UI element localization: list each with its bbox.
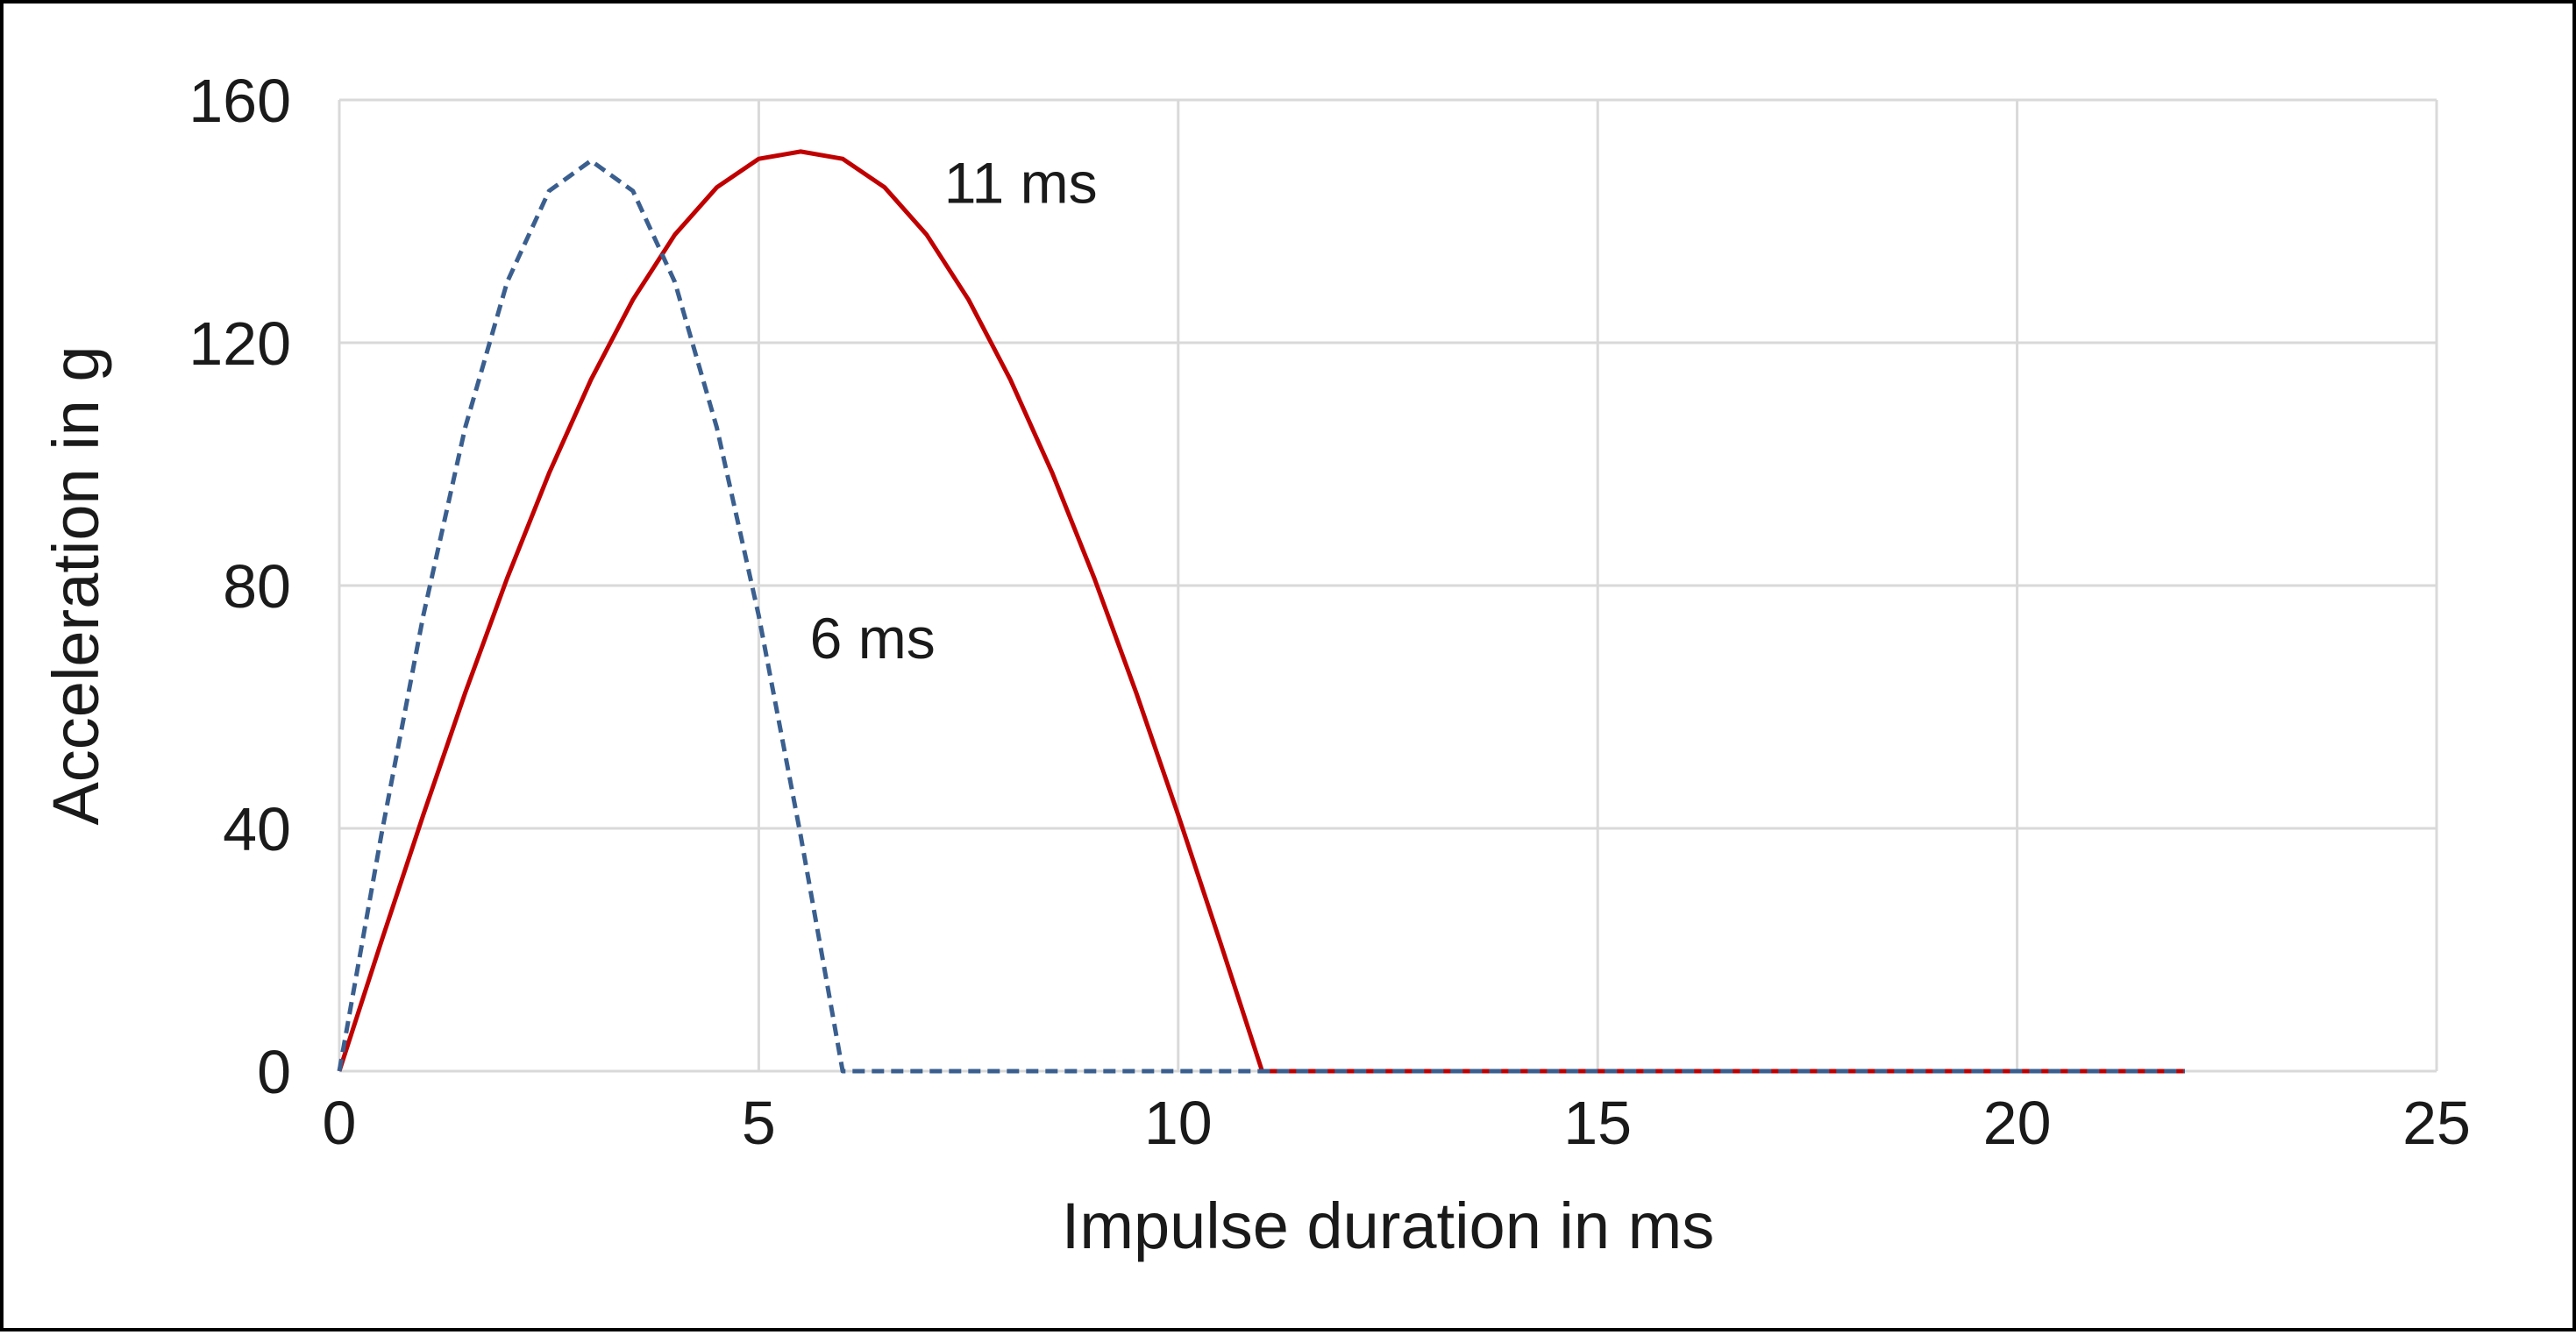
y-axis-title: Acceleration in g [39,345,112,825]
gridlines [338,98,2438,1073]
tick-labels: 0 5 10 15 20 25 0 40 80 120 160 [189,67,2471,1157]
y-tick-label-160: 160 [189,67,291,135]
annotation-label-1: 6 ms [810,606,936,671]
x-axis-title: Impulse duration in ms [1062,1189,1714,1262]
y-tick-label-120: 120 [189,309,291,378]
y-tick-label-0: 0 [257,1038,291,1106]
x-tick-label-15: 15 [1563,1089,1632,1157]
series-line-dashed [337,158,2185,1074]
y-tick-label-80: 80 [223,552,291,621]
x-tick-label-0: 0 [323,1089,357,1157]
x-tick-label-25: 25 [2402,1089,2471,1157]
line-chart: 0 5 10 15 20 25 0 40 80 120 160 11 ms 6 ms Impulse … [39,67,2471,1262]
series-lines [337,149,2185,1074]
series-line-solid [337,149,2185,1074]
x-tick-label-5: 5 [742,1089,776,1157]
x-tick-label-10: 10 [1144,1089,1213,1157]
annotation-label-0: 11 ms [944,151,1098,216]
annotations: 11 ms 6 ms [810,151,1098,671]
y-tick-label-40: 40 [223,795,291,863]
x-tick-label-20: 20 [1983,1089,2052,1157]
